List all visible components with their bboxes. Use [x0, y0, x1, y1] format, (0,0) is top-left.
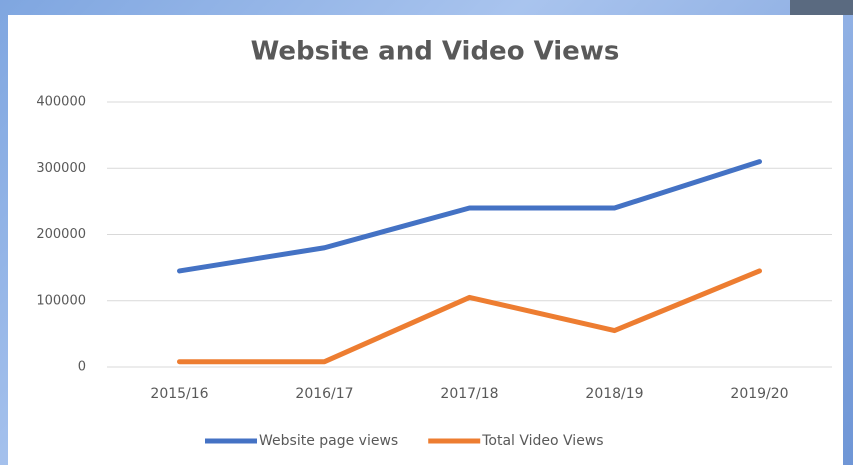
chart-panel: [8, 15, 843, 465]
y-tick-label: 400000: [36, 95, 86, 110]
x-tick-label: 2019/20: [730, 386, 788, 402]
chart-title: Website and Video Views: [251, 37, 620, 67]
series-line: [177, 159, 762, 274]
y-tick-label: 0: [78, 360, 86, 375]
x-tick-label: 2017/18: [440, 386, 498, 402]
x-tick-label: 2016/17: [295, 386, 353, 402]
legend-label: Total Video Views: [481, 433, 603, 449]
x-tick-label: 2015/16: [150, 386, 208, 402]
background-photo: [790, 0, 853, 15]
y-tick-label: 100000: [36, 293, 86, 308]
series-line: [177, 268, 762, 365]
x-tick-label: 2018/19: [585, 386, 643, 402]
y-tick-label: 300000: [36, 161, 86, 176]
legend-label: Website page views: [259, 433, 398, 449]
y-tick-label: 200000: [36, 227, 86, 242]
